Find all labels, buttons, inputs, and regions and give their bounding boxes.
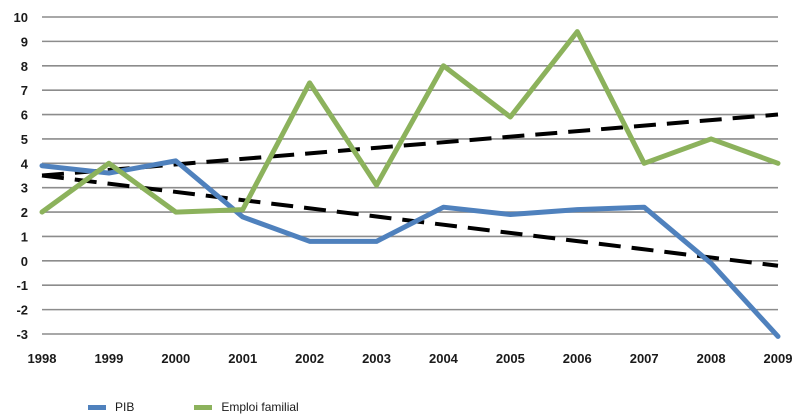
y-tick-label: 1 [21, 229, 28, 244]
y-tick-label: 7 [21, 83, 28, 98]
x-tick-label: 2005 [496, 351, 525, 366]
legend-label-emploi-familial: Emploi familial [221, 400, 299, 414]
series-lines [39, 29, 781, 339]
x-axis-ticks: 1998 1999 2000 2001 2002 2003 2004 2005 2006 2007… [28, 351, 792, 366]
x-tick-label: 2006 [563, 351, 592, 366]
x-tick-label: 2003 [362, 351, 391, 366]
legend: PIB Emploi familial [88, 399, 359, 415]
x-tick-label: 2009 [764, 351, 792, 366]
gridlines [42, 16, 778, 335]
legend-label-pib: PIB [115, 400, 135, 414]
x-tick-label: 1998 [28, 351, 57, 366]
x-tick-label: 2004 [429, 351, 459, 366]
x-tick-label: 1999 [94, 351, 123, 366]
trendline-pib [41, 173, 779, 268]
x-tick-label: 2007 [630, 351, 659, 366]
legend-item-emploi-familial: Emploi familial [194, 400, 299, 414]
x-tick-label: 2000 [161, 351, 190, 366]
x-tick-label: 2001 [228, 351, 257, 366]
y-tick-label: 2 [21, 205, 28, 220]
x-tick-label: 2008 [697, 351, 726, 366]
y-tick-label: 5 [21, 132, 28, 147]
series-line-pib [39, 158, 781, 339]
legend-swatch-pib [88, 404, 106, 410]
trendline-emploi-familial [41, 112, 779, 178]
x-tick-label: 2002 [295, 351, 324, 366]
y-tick-label: -2 [16, 303, 28, 318]
y-tick-label: 0 [21, 254, 28, 269]
y-tick-label: -1 [16, 278, 28, 293]
y-tick-label: 6 [21, 108, 28, 123]
y-tick-label: 8 [21, 59, 28, 74]
y-tick-label: 4 [21, 156, 29, 171]
legend-item-pib: PIB [88, 400, 134, 414]
y-tick-label: 10 [14, 10, 28, 25]
y-tick-label: 3 [21, 181, 28, 196]
y-tick-label: 9 [21, 34, 28, 49]
y-tick-label: -3 [16, 327, 28, 342]
series-line-emploi-familial [39, 29, 781, 215]
legend-swatch-emploi-familial [194, 404, 213, 410]
trendlines [41, 112, 779, 268]
